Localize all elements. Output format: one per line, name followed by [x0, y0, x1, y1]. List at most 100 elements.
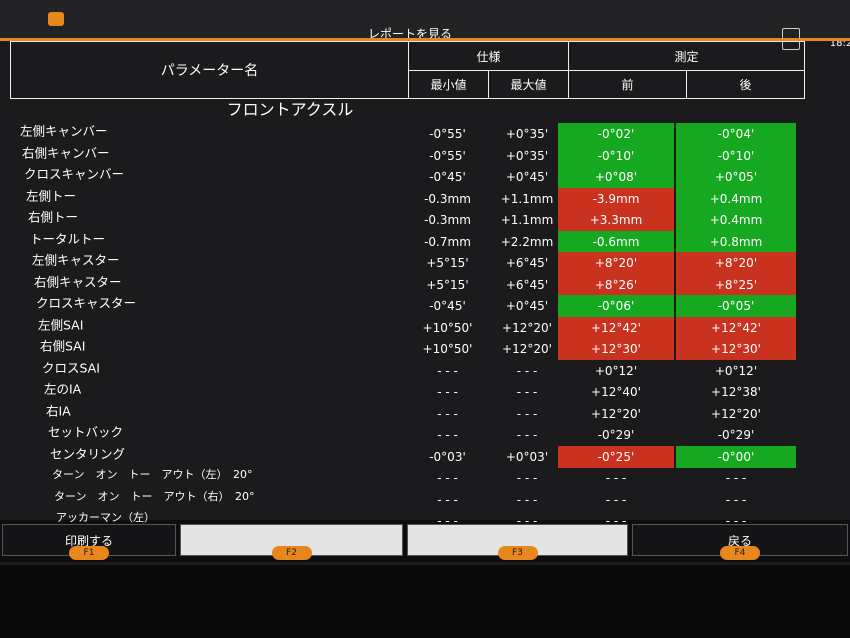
spec-min: - - - — [437, 406, 458, 421]
measure-before: -0°10' — [597, 148, 635, 163]
measure-before: +3.3mm — [589, 213, 643, 227]
spec-max: - - - — [516, 471, 538, 485]
param-name: トータルトー — [30, 231, 106, 246]
status-cell — [558, 187, 674, 210]
status-cell — [676, 187, 796, 210]
spec-max: +6°45' — [505, 277, 549, 292]
measure-after: +0.4mm — [709, 191, 763, 206]
status-cell — [676, 338, 796, 360]
header-cell: 測定 — [568, 41, 805, 71]
measure-after: -0°05' — [717, 299, 755, 313]
spec-min: -0°55' — [429, 148, 466, 163]
param-name: 右側トー — [28, 209, 79, 225]
measure-before: +12°20' — [591, 406, 641, 421]
spec-max: +0°45' — [505, 170, 549, 184]
status-cell — [676, 144, 796, 167]
header-cell: 仕様 — [408, 41, 569, 71]
spec-min: -0°45' — [429, 299, 466, 313]
param-name: 右側SAI — [40, 338, 86, 354]
spec-max: +0°35' — [505, 127, 549, 141]
header-cell: 後 — [686, 70, 805, 99]
measure-after: +12°42' — [711, 320, 761, 335]
spec-max: +12°20' — [502, 320, 552, 335]
param-name: 左側キャンバー — [20, 123, 108, 139]
spec-max: - - - — [516, 492, 538, 507]
spec-min: -0°45' — [429, 170, 466, 184]
status-cell — [676, 252, 796, 274]
spec-min: - - - — [437, 471, 458, 485]
spec-max: +12°20' — [502, 342, 552, 356]
status-cell — [676, 295, 796, 317]
measure-before: -3.9mm — [592, 191, 640, 206]
status-cell — [558, 273, 674, 296]
function-key[interactable]: F3 — [497, 546, 538, 560]
measure-before: +0°12' — [594, 363, 638, 378]
clock: 18:2 — [829, 37, 850, 49]
spec-max: - - - — [516, 428, 538, 442]
measure-before: +12°30' — [591, 342, 641, 356]
param-name: クロスキャンバー — [24, 166, 125, 182]
spec-min: -0°55' — [429, 127, 466, 141]
status-cell — [676, 123, 796, 145]
param-name: 左側キャスター — [32, 252, 120, 268]
status-cell — [558, 166, 674, 188]
app-icon — [48, 12, 64, 26]
status-cell — [676, 316, 796, 339]
status-cell — [558, 338, 674, 360]
spec-min: -0.7mm — [424, 234, 471, 249]
param-name: 左側トー — [26, 188, 77, 203]
status-cell — [558, 209, 674, 231]
status-cell — [676, 166, 796, 188]
spec-min: +10°50' — [422, 320, 473, 335]
param-name: クロスSAI — [42, 360, 100, 375]
header-cell: 前 — [568, 70, 687, 99]
bezel — [0, 565, 850, 638]
measure-before: - - - — [605, 492, 627, 507]
header-cell: パラメーター名 — [10, 41, 409, 99]
header-cell: 最大値 — [488, 70, 569, 99]
status-cell — [676, 209, 796, 231]
status-cell — [558, 230, 674, 253]
spec-min: -0°03' — [429, 449, 466, 464]
measure-before: +8°26' — [594, 277, 638, 292]
param-name: クロスキャスター — [36, 295, 137, 311]
measure-after: +0.4mm — [709, 213, 763, 227]
spec-min: +5°15' — [426, 256, 469, 270]
spec-max: +6°45' — [505, 256, 549, 270]
measure-after: +12°38' — [711, 385, 761, 399]
measure-before: +0°08' — [594, 170, 638, 184]
function-key[interactable]: F1 — [69, 546, 109, 560]
param-name: センタリング — [50, 446, 126, 461]
status-cell — [676, 445, 796, 468]
function-key[interactable]: F2 — [271, 546, 312, 560]
page-title: レポートを見る — [367, 26, 452, 41]
param-name: 右側キャンバー — [22, 145, 110, 160]
status-cell — [558, 316, 674, 339]
measure-before: -0°06' — [597, 299, 635, 313]
spec-max: +0°35' — [505, 148, 549, 163]
spec-min: -0.3mm — [424, 191, 471, 206]
measure-before: +12°40' — [591, 385, 641, 399]
spec-max: - - - — [516, 406, 538, 421]
measure-before: -0°02' — [597, 127, 635, 141]
measure-after: +0°05' — [714, 170, 758, 184]
spec-min: - - - — [437, 363, 458, 378]
spec-max: - - - — [516, 385, 538, 399]
spec-min: +5°15' — [426, 277, 469, 292]
measure-after: +8°20' — [714, 256, 758, 270]
function-key[interactable]: F4 — [720, 546, 760, 560]
section-title: フロントアクスル — [226, 100, 354, 119]
spec-min: -0.3mm — [424, 213, 471, 227]
spec-max: +2.2mm — [500, 234, 554, 249]
measure-after: -0°00' — [717, 449, 755, 464]
measure-after: -0°10' — [717, 148, 755, 163]
measure-after: - - - — [725, 471, 747, 485]
spec-min: - - - — [437, 385, 458, 399]
param-name: アッカーマン（左） — [56, 511, 155, 524]
measure-after: -0°04' — [717, 127, 755, 141]
param-name: ターン オン トー アウト（左） 20° — [52, 468, 253, 481]
measure-before: -0°29' — [597, 428, 635, 442]
param-name: 右IA — [46, 403, 71, 418]
spec-max: +0°03' — [505, 449, 549, 464]
